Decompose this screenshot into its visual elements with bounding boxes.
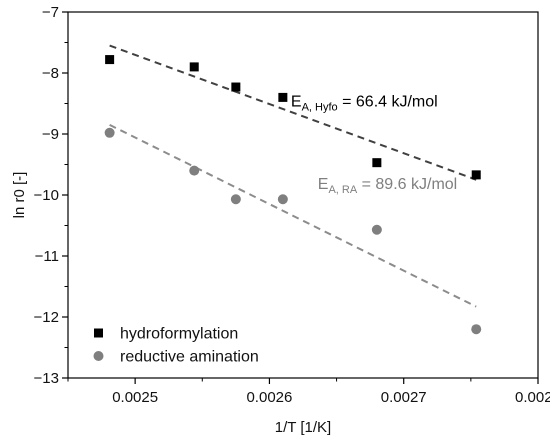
y-tick-label: −8 (42, 65, 59, 82)
activation-energy-annotation: EA, Hyfo = 66.4 kJ/mol (291, 94, 438, 114)
data-point-hydroformylation (278, 92, 288, 102)
data-point-hydroformylation (231, 82, 241, 92)
legend-marker-square (94, 328, 103, 338)
y-tick-label: −13 (34, 370, 59, 387)
annotation-symbol: E (318, 176, 329, 193)
annotation-value: = 89.6 kJ/mol (357, 176, 457, 193)
x-tick-label: 0.0026 (246, 389, 292, 406)
activation-energy-annotation: EA, RA = 89.6 kJ/mol (318, 176, 457, 196)
annotation-value: = 66.4 kJ/mol (338, 94, 438, 111)
annotation-symbol: E (291, 94, 302, 111)
fit-line-reductive-amination (109, 123, 477, 308)
y-tick-label: −11 (35, 248, 59, 265)
data-point-hydroformylation (189, 62, 199, 72)
data-point-reductive-amination (471, 324, 482, 335)
x-tick-label: 0.0025 (112, 389, 158, 406)
legend-marker-circle (93, 351, 104, 361)
data-point-hydroformylation (105, 55, 115, 65)
legend-item-reductive-amination: reductive amination (120, 349, 259, 366)
annotation-subscript: A, RA (328, 184, 357, 196)
data-point-hydroformylation (471, 170, 481, 180)
y-tick-label: −10 (34, 187, 59, 204)
data-point-hydroformylation (372, 158, 382, 168)
data-point-reductive-amination (230, 194, 241, 205)
y-tick-label: −9 (42, 126, 59, 143)
data-point-reductive-amination (104, 127, 115, 138)
plot-frame (67, 11, 539, 379)
annotation-subscript: A, Hyfo (302, 102, 338, 114)
fit-line-hydroformylation (109, 44, 477, 181)
y-axis-title: ln r0 [-] (11, 172, 28, 219)
legend-item-hydroformylation: hydroformylation (120, 326, 238, 343)
y-tick-label: −7 (42, 4, 59, 21)
y-tick-label: −12 (34, 309, 59, 326)
data-point-reductive-amination (277, 194, 288, 205)
x-tick-label: 0.0028 (515, 389, 550, 406)
x-axis-title: 1/T [1/K] (275, 419, 331, 436)
data-point-reductive-amination (189, 165, 200, 176)
x-tick-label: 0.0027 (381, 389, 427, 406)
data-point-reductive-amination (371, 224, 382, 235)
